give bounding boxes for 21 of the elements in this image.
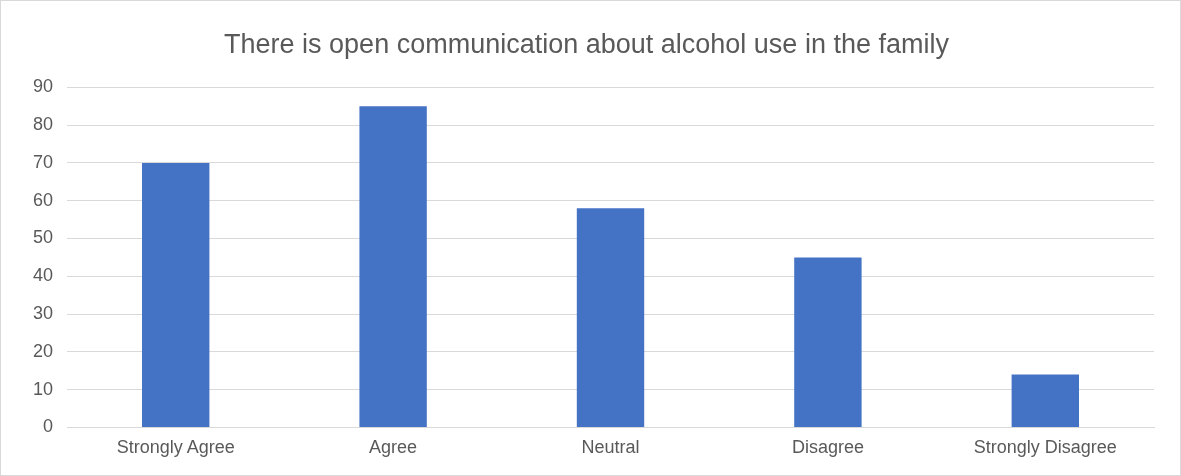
x-tick-label: Agree <box>369 437 418 458</box>
y-tick-label: 10 <box>32 378 54 399</box>
bar <box>794 257 862 427</box>
x-tick-label: Neutral <box>581 437 640 458</box>
x-tick-label: Strongly Disagree <box>973 437 1117 458</box>
y-tick-label: 40 <box>32 265 54 286</box>
x-tick-label: Strongly Agree <box>116 437 235 458</box>
bar <box>359 106 427 427</box>
bar <box>576 208 645 427</box>
y-tick-label: 50 <box>32 227 54 248</box>
y-tick-label: 30 <box>32 303 54 324</box>
x-tick-label: Disagree <box>791 437 864 458</box>
y-tick-label: 0 <box>43 416 54 437</box>
y-tick-label: 70 <box>32 151 54 172</box>
chart-title: There is open communication about alcohol use in the family <box>224 28 950 59</box>
y-tick-label: 20 <box>32 340 54 361</box>
bar <box>142 162 210 427</box>
y-tick-label: 90 <box>32 76 54 97</box>
y-tick-label: 80 <box>32 114 54 135</box>
bar <box>1011 374 1079 427</box>
y-tick-label: 60 <box>32 189 54 210</box>
